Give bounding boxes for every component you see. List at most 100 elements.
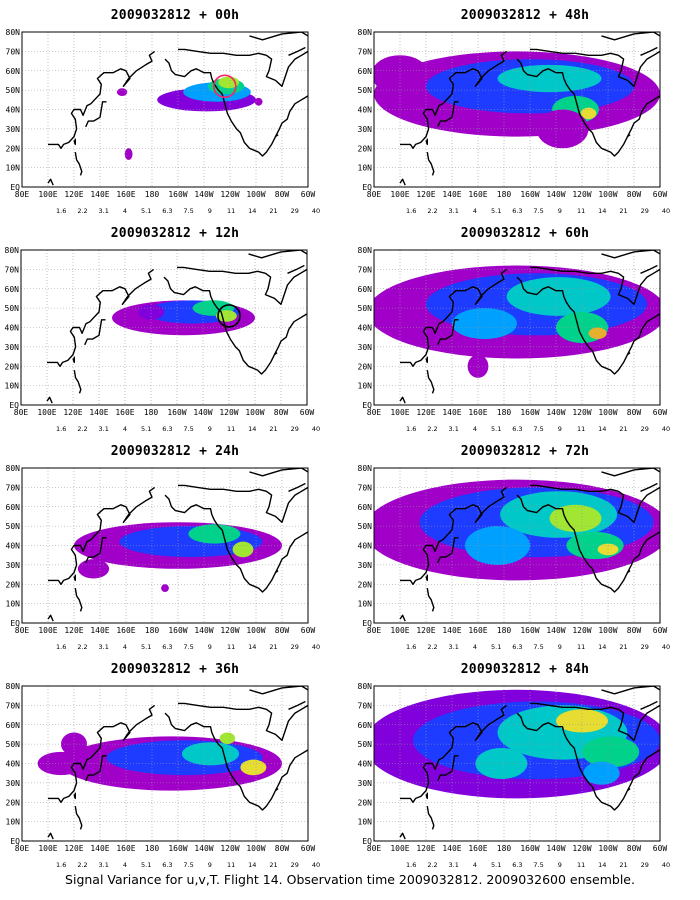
y-tick-label: 50N (6, 522, 21, 531)
colorbar-label: 11 (577, 861, 585, 869)
y-tick-label: 20N (358, 144, 373, 153)
variance-contour (582, 736, 640, 768)
forecast-panel-4: 2009032812 + 48h EQ 10N 20N 30N 40N 50N 60N 70N 8… (350, 0, 700, 218)
coastline (72, 356, 76, 364)
variance-contour (452, 308, 517, 340)
colorbar-label: 4 (123, 861, 127, 869)
y-tick-label: 30N (358, 779, 373, 788)
y-tick-label: EQ (10, 619, 20, 628)
x-tick-label: 100E (38, 626, 57, 635)
x-tick-label: 80W (627, 844, 642, 853)
colorbar-label: 3.1 (99, 207, 109, 215)
x-tick-label: 120W (219, 408, 238, 417)
variance-contour (580, 107, 597, 120)
x-tick-label: 80W (275, 626, 290, 635)
variance-field (21, 250, 307, 405)
colorbar-label: 6.3 (512, 861, 522, 869)
x-tick-label: 120W (572, 190, 591, 199)
x-tick-label: 100W (598, 844, 617, 853)
coastline (425, 356, 429, 364)
y-tick-label: 20N (358, 798, 373, 807)
colorbar-label: 40 (662, 861, 670, 869)
colorbar-label: 7.5 (183, 207, 193, 215)
x-tick-label: 140E (442, 408, 461, 417)
colorbar-label: 11 (577, 207, 585, 215)
coastline (399, 614, 406, 622)
colorbar-label: 6.3 (512, 207, 522, 215)
variance-field (374, 250, 660, 405)
variance-contour (475, 748, 528, 779)
map-plot: EQ 10N 20N 30N 40N 50N 60N 70N 80N 80E 100E 120E 140… (358, 246, 671, 433)
x-tick-label: 140W (546, 408, 565, 417)
x-tick-label: 140E (90, 626, 109, 635)
x-tick-label: 180 (145, 626, 160, 635)
panel-grid: 2009032812 + 00h EQ 10N 20N 30N 40N 50N 60N 70N 8… (0, 0, 700, 872)
colorbar-label: 40 (312, 861, 320, 869)
x-tick-label: 120E (64, 844, 83, 853)
panel-title: 2009032812 + 36h (110, 662, 240, 677)
x-tick-label: 80E (15, 626, 30, 635)
variance-contour (467, 354, 489, 378)
y-tick-label: 60N (6, 67, 21, 76)
forecast-panel-2: 2009032812 + 24h EQ 10N 20N 30N 40N 50N 60N 70N 8… (0, 436, 350, 654)
colorbar-label: 6.3 (512, 425, 522, 433)
colorbar-label: 3.1 (99, 425, 109, 433)
y-tick-label: 10N (6, 818, 21, 827)
colorbar-label: 5.1 (141, 861, 151, 869)
y-tick-label: 50N (5, 304, 20, 313)
colorbar-label: 21 (269, 861, 277, 869)
colorbar-label: 3.1 (449, 425, 459, 433)
colorbar-label: 9 (558, 643, 562, 651)
y-tick-label: 80N (358, 682, 373, 691)
coastline (74, 805, 83, 830)
x-tick-label: 120E (63, 408, 82, 417)
y-tick-label: 60N (358, 503, 373, 512)
y-tick-label: EQ (362, 619, 372, 628)
variance-contour (240, 759, 267, 776)
x-tick-label: 140E (90, 844, 109, 853)
colorbar-label: 4 (473, 861, 477, 869)
y-tick-label: 70N (6, 701, 21, 710)
coastline (84, 319, 106, 346)
coastline (400, 268, 508, 368)
y-tick-label: 60N (358, 721, 373, 730)
coastline (516, 276, 631, 375)
x-tick-label: 140W (193, 408, 212, 417)
x-tick-label: 60W (300, 408, 315, 417)
colorbar-label: 4 (473, 643, 477, 651)
x-tick-label: 100E (390, 190, 409, 199)
x-tick-label: 160E (116, 844, 135, 853)
coastline (516, 494, 631, 593)
variance-field (22, 32, 308, 187)
coastline (437, 537, 459, 564)
coastline (437, 319, 459, 346)
y-tick-label: 30N (6, 561, 21, 570)
coastline (626, 531, 660, 573)
x-tick-label: 160E (116, 190, 135, 199)
colorbar-label: 6.3 (162, 643, 172, 651)
coastline (164, 494, 279, 593)
y-tick-label: 60N (358, 67, 373, 76)
x-tick-label: 160W (520, 190, 539, 199)
y-tick-label: 10N (6, 600, 21, 609)
colorbar-label: 14 (598, 425, 606, 433)
y-tick-label: 50N (358, 304, 373, 313)
y-tick-label: 80N (6, 682, 21, 691)
colorbar-label: 14 (248, 425, 256, 433)
panel-title: 2009032812 + 24h (110, 444, 240, 459)
colorbar-label: 6.3 (162, 861, 172, 869)
forecast-panel-7: 2009032812 + 84h EQ 10N 20N 30N 40N 50N 60N 70N 8… (350, 654, 700, 872)
coastline (437, 755, 459, 782)
coastline (530, 266, 660, 306)
colorbar-label: 1.6 (56, 643, 66, 651)
coastline (274, 749, 308, 791)
coastline (288, 482, 306, 492)
forecast-panel-6: 2009032812 + 72h EQ 10N 20N 30N 40N 50N 60N 70N 8… (350, 436, 700, 654)
colorbar-label: 40 (662, 207, 670, 215)
map-plot: EQ 10N 20N 30N 40N 50N 60N 70N 80N 80E 100E 120E 140… (6, 28, 321, 215)
coastline (640, 46, 658, 56)
y-tick-label: 70N (5, 265, 20, 274)
forecast-panel-0: 2009032812 + 00h EQ 10N 20N 30N 40N 50N 60N 70N 8… (0, 0, 350, 218)
coastline (73, 792, 77, 800)
y-tick-label: 80N (5, 246, 20, 255)
